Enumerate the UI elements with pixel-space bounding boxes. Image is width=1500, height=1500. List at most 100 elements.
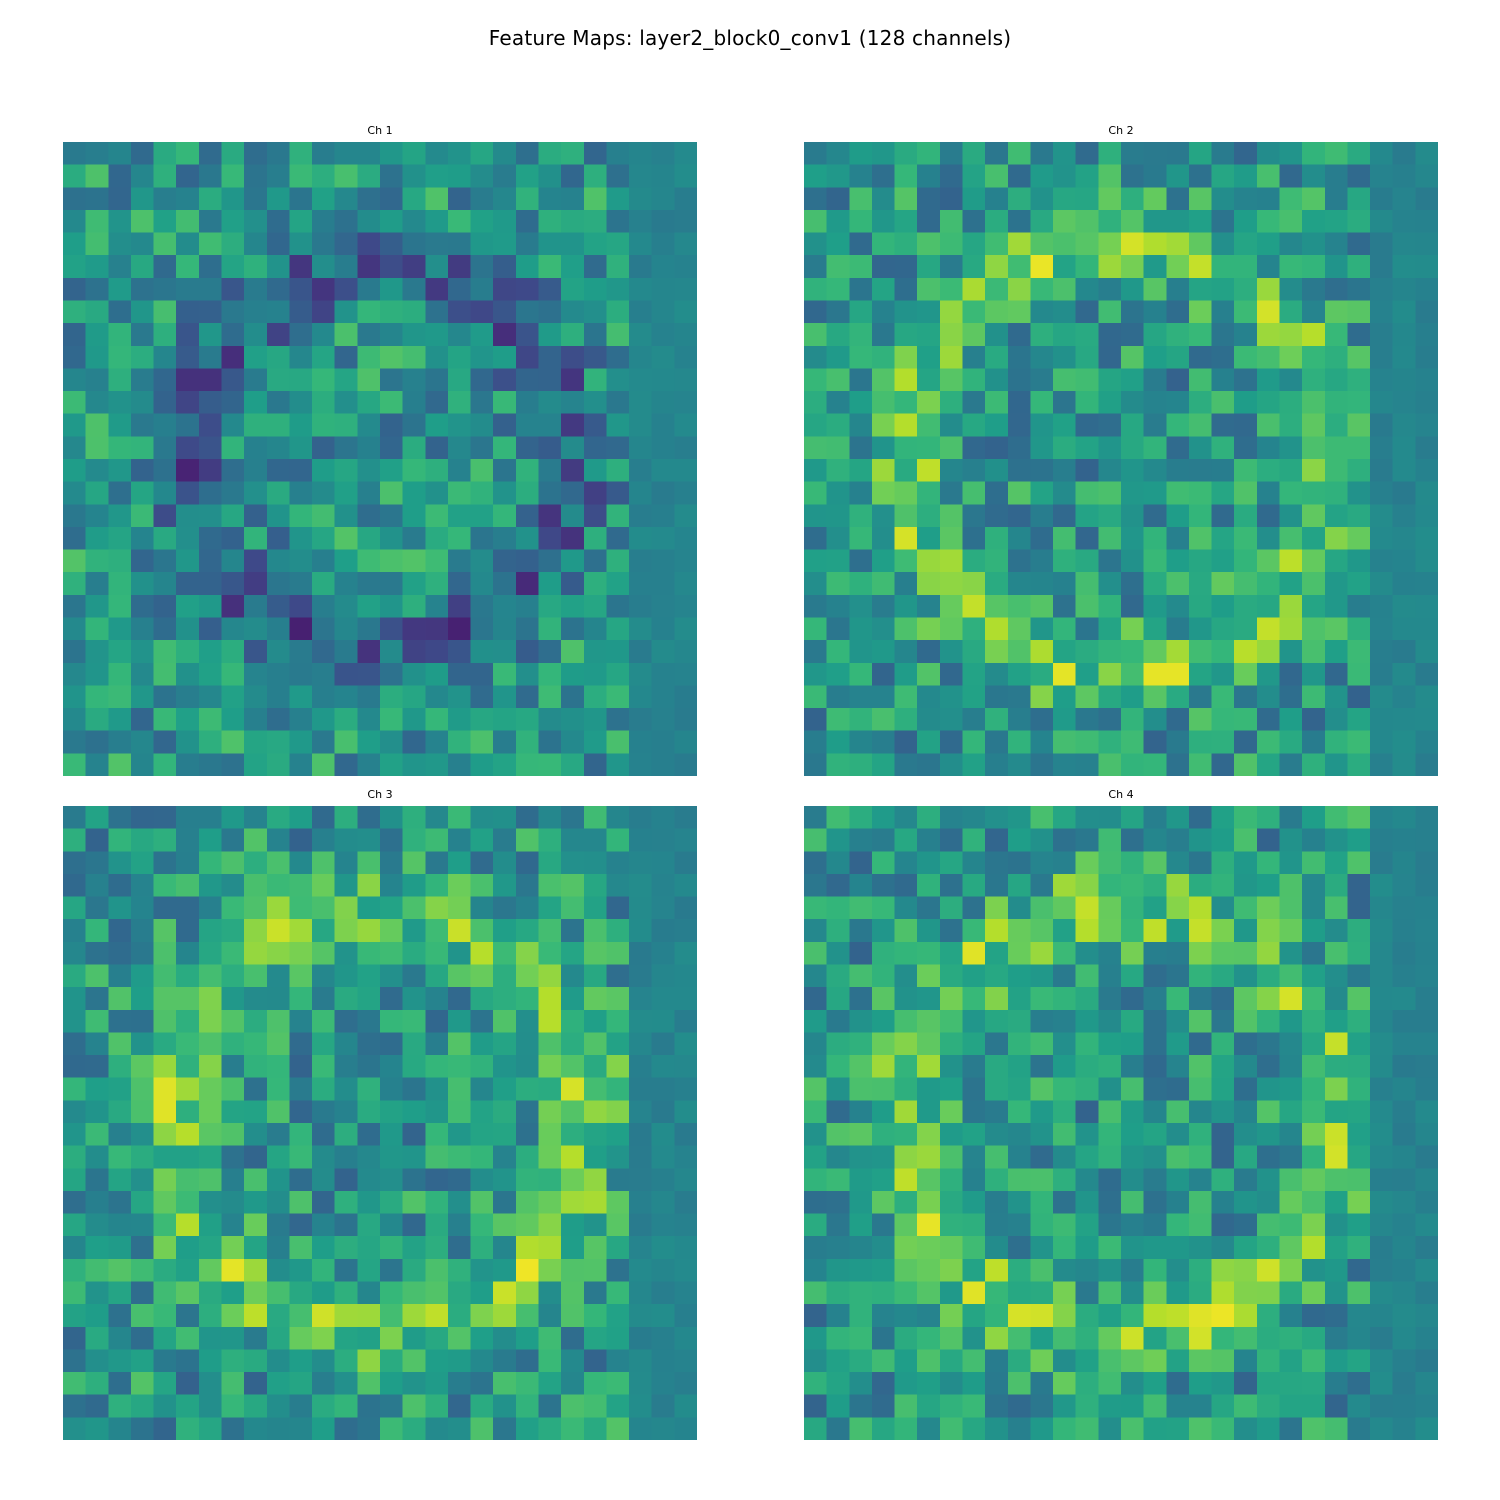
heatmap-cell	[871, 1372, 896, 1396]
heatmap-cell	[1324, 459, 1349, 483]
heatmap-cell	[425, 1258, 449, 1283]
heatmap-cell	[1415, 662, 1438, 687]
heatmap-cell	[674, 873, 697, 898]
heatmap-cell	[108, 730, 132, 754]
heatmap-cell	[674, 1304, 697, 1328]
heatmap-cell	[108, 572, 132, 596]
heatmap-cell	[515, 526, 540, 551]
heatmap-cell	[1234, 1055, 1258, 1079]
heatmap-cell	[1053, 232, 1077, 256]
heatmap-cell	[629, 828, 653, 852]
heatmap-cell	[402, 1281, 426, 1305]
heatmap-cell	[266, 526, 291, 551]
heatmap-cell	[804, 1100, 828, 1124]
heatmap-cell	[334, 436, 358, 460]
heatmap-cell	[1392, 851, 1416, 875]
heatmap-cell	[1053, 391, 1077, 415]
heatmap-cell	[85, 640, 109, 664]
heatmap-cell	[221, 1032, 245, 1056]
heatmap-cell	[1075, 300, 1099, 324]
heatmap-cell	[917, 300, 941, 324]
heatmap-cell	[153, 828, 177, 852]
heatmap-cell	[1121, 662, 1145, 687]
heatmap-cell	[266, 1145, 291, 1169]
heatmap-cell	[1279, 1236, 1303, 1260]
heatmap-cell	[1234, 828, 1258, 852]
heatmap-cell	[357, 526, 381, 551]
heatmap-cell	[357, 1077, 381, 1101]
heatmap-cell	[1415, 277, 1438, 302]
heatmap-cell	[1415, 459, 1438, 483]
heatmap-cell	[1121, 1190, 1145, 1215]
heatmap-cell	[493, 873, 517, 898]
heatmap-cell	[1075, 1123, 1099, 1147]
heatmap-cell	[939, 142, 964, 166]
heatmap-cell	[1143, 481, 1167, 505]
heatmap-cell	[108, 1417, 132, 1440]
heatmap-cell	[108, 1213, 132, 1237]
heatmap-cell	[1415, 1326, 1438, 1351]
heatmap-cell	[1075, 1168, 1099, 1192]
heatmap-cell	[425, 1145, 449, 1169]
heatmap-cell	[561, 1055, 585, 1079]
heatmap-cell	[1392, 1123, 1416, 1147]
heatmap-cell	[357, 919, 381, 943]
heatmap-cell	[312, 142, 336, 166]
heatmap-cell	[538, 873, 562, 898]
heatmap-cell	[538, 1236, 562, 1260]
heatmap-cell	[606, 1372, 630, 1396]
heatmap-cell	[244, 1100, 268, 1124]
heatmap-cell	[561, 617, 585, 641]
heatmap-cell	[402, 1349, 426, 1373]
heatmap-cell	[289, 941, 313, 966]
heatmap-cell	[380, 730, 404, 754]
heatmap-cell	[153, 1100, 177, 1124]
heatmap-cell	[176, 964, 200, 988]
heatmap-cell	[917, 662, 941, 687]
heatmap-cell	[1392, 459, 1416, 483]
heatmap-cell	[538, 640, 562, 664]
heatmap-cell	[804, 1394, 828, 1418]
heatmap-cell	[1075, 873, 1099, 898]
heatmap-cell	[176, 987, 200, 1011]
heatmap-cell	[153, 1281, 177, 1305]
heatmap-cell	[1143, 873, 1167, 898]
heatmap-cell	[894, 1417, 918, 1440]
heatmap-cell	[176, 323, 200, 347]
heatmap-cell	[1007, 1100, 1032, 1124]
heatmap-cell	[629, 1349, 653, 1373]
heatmap-cell	[515, 209, 540, 234]
heatmap-cell	[651, 1258, 675, 1283]
heatmap-cell	[1415, 572, 1438, 596]
heatmap-cell	[289, 896, 313, 920]
heatmap-cell	[606, 323, 630, 347]
heatmap-cell	[108, 685, 132, 709]
heatmap-cell	[871, 685, 896, 709]
heatmap-cell	[85, 572, 109, 596]
heatmap-cell	[674, 828, 697, 852]
heatmap-cell	[826, 828, 850, 852]
heatmap-cell	[606, 345, 630, 370]
heatmap-cell	[1211, 277, 1235, 302]
heatmap-cell	[583, 1123, 608, 1147]
heatmap-cell	[221, 142, 245, 166]
heatmap-cell	[917, 549, 941, 573]
heatmap-cell	[674, 232, 697, 256]
heatmap-cell	[962, 209, 986, 234]
heatmap-cell	[939, 1349, 964, 1373]
heatmap-cell	[629, 1145, 653, 1169]
heatmap-cell	[538, 1123, 562, 1147]
heatmap-cell	[962, 640, 986, 664]
heatmap-cell	[894, 481, 918, 505]
heatmap-cell	[561, 1168, 585, 1192]
heatmap-cell	[1324, 142, 1349, 166]
heatmap-cell	[289, 753, 313, 776]
heatmap-cell	[1007, 1145, 1032, 1169]
heatmap-cell	[1166, 1258, 1190, 1283]
heatmap-cell	[804, 730, 828, 754]
heatmap-cell	[244, 941, 268, 966]
heatmap-cell	[1098, 1145, 1122, 1169]
heatmap-cell	[493, 481, 517, 505]
heatmap-cell	[1053, 1100, 1077, 1124]
heatmap-cell	[470, 277, 494, 302]
